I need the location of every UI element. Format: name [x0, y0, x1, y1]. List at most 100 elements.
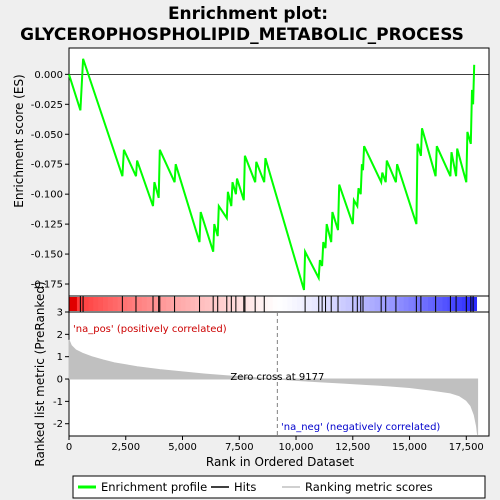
es-y-tick-label: -0.050	[31, 130, 63, 141]
hits-color-band	[102, 297, 109, 311]
legend-box	[72, 475, 486, 499]
metric-y-tick-label: 3	[57, 308, 63, 319]
hits-color-band	[398, 297, 405, 311]
chart-title-line2: GLYCEROPHOSPHOLIPID_METABOLIC_PROCESS	[20, 25, 464, 45]
es-y-tick-label: -0.125	[31, 220, 63, 231]
negative-correlation-label: 'na_neg' (negatively correlated)	[281, 422, 440, 433]
zero-cross-label: Zero cross at 9177	[230, 372, 324, 383]
hits-color-band	[321, 297, 327, 311]
hits-color-band	[199, 297, 206, 311]
legend-label: Ranking metric scores	[305, 480, 433, 494]
metric-y-tick-label: 0	[57, 375, 63, 386]
es-y-tick-label: -0.100	[31, 190, 63, 201]
chart-title-line1: Enrichment plot:	[168, 4, 328, 24]
x-tick-label: 7,500	[225, 442, 254, 453]
es-y-axis-label: Enrichment score (ES)	[12, 74, 26, 207]
x-tick-label: 15,000	[392, 442, 427, 453]
hits-color-band	[389, 297, 395, 311]
metric-y-tick-label: 2	[57, 330, 63, 341]
metric-y-tick-label: -1	[53, 397, 63, 408]
hits-color-band	[277, 297, 283, 311]
legend-label: Enrichment profile	[101, 480, 207, 494]
metric-y-axis-label: Ranked list metric (PreRanked)	[33, 281, 47, 466]
es-y-tick-label: -0.150	[31, 250, 63, 261]
hits-color-band	[175, 297, 182, 311]
x-axis-label: Rank in Ordered Dataset	[206, 455, 354, 469]
hits-color-band	[132, 297, 138, 311]
hits-color-band	[151, 297, 157, 311]
hits-color-band	[428, 297, 434, 311]
hits-color-band	[384, 297, 390, 311]
hits-color-band	[243, 297, 249, 311]
legend: Enrichment profile Hits Ranking metric sco…	[72, 475, 486, 499]
hits-color-band	[88, 297, 94, 311]
hits-color-band	[146, 297, 152, 311]
ranking-metric-area	[68, 339, 479, 435]
hits-color-band	[141, 297, 148, 311]
hits-color-band	[355, 297, 361, 311]
hits-color-band	[330, 297, 337, 311]
hits-color-band	[209, 297, 216, 311]
enrichment-profile-line	[68, 58, 476, 291]
hits-color-band	[117, 297, 123, 311]
es-y-tick-label: 0.000	[34, 70, 63, 81]
es-panel-frame	[68, 47, 490, 313]
hits-color-band	[161, 297, 167, 311]
hits-color-band	[301, 297, 308, 311]
hits-color-band	[190, 297, 196, 311]
metric-y-axis: 3 2 1 0 -1 -2	[53, 308, 69, 430]
hits-color-band	[379, 297, 385, 311]
x-tick-label: 10,000	[279, 442, 314, 453]
hits-color-band	[326, 297, 332, 311]
hits-color-band	[78, 297, 85, 311]
es-y-tick-label: -0.025	[31, 100, 63, 111]
hits-color-band	[263, 297, 269, 311]
hits-color-band	[253, 297, 259, 311]
hits-color-band	[112, 297, 119, 311]
metric-y-tick-label: -2	[53, 419, 63, 430]
hits-color-band	[107, 297, 114, 311]
hits-color-band	[248, 297, 254, 311]
hits-color-band	[292, 297, 298, 311]
es-y-tick-label: -0.075	[31, 160, 63, 171]
hits-color-band	[238, 297, 245, 311]
hits-color-band	[180, 297, 186, 311]
hits-color-band	[452, 297, 458, 311]
hits-color-band	[93, 297, 99, 311]
hits-color-band	[311, 297, 317, 311]
hits-color-band	[233, 297, 240, 311]
hits-color-band	[219, 297, 225, 311]
hits-color-band	[394, 297, 400, 311]
hits-color-band	[127, 297, 133, 311]
hits-color-band	[364, 297, 371, 311]
hits-color-band	[306, 297, 313, 311]
hits-strip	[68, 295, 490, 313]
hits-color-band	[282, 297, 288, 311]
hits-color-band	[272, 297, 279, 311]
hits-color-band	[461, 297, 468, 311]
es-y-axis: 0.000 -0.025 -0.050 -0.075 -0.100 -0.125 -0.15…	[31, 70, 69, 291]
x-tick-label: 0	[66, 442, 72, 453]
hits-color-band	[83, 297, 89, 311]
hits-color-band	[369, 297, 376, 311]
hits-color-band	[297, 297, 303, 311]
hits-color-band	[403, 297, 410, 311]
x-tick-label: 2,500	[111, 442, 140, 453]
hits-color-band	[340, 297, 347, 311]
hits-color-band	[170, 297, 177, 311]
hits-color-band	[136, 297, 143, 311]
hits-color-band	[204, 297, 211, 311]
metric-y-tick-label: 1	[57, 352, 63, 363]
hits-color-band	[374, 297, 380, 311]
positive-correlation-label: 'na_pos' (positively correlated)	[73, 324, 227, 335]
hits-color-band	[258, 297, 264, 311]
hits-color-band	[122, 297, 128, 311]
hits-color-band	[287, 297, 293, 311]
hits-color-band	[69, 297, 77, 311]
hits-color-band	[98, 297, 104, 311]
hits-color-band	[466, 297, 473, 311]
hits-color-band	[442, 297, 448, 311]
es-y-tick-label: -0.175	[31, 280, 63, 291]
x-tick-label: 17,500	[449, 442, 484, 453]
